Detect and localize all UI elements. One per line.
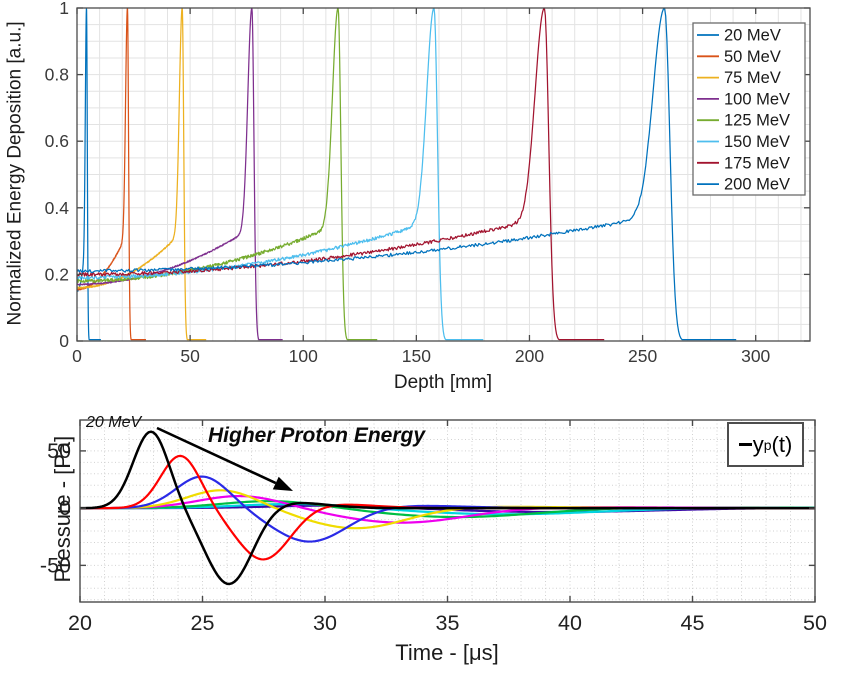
pressure-x-axis-label: Time - [μs] xyxy=(395,640,499,665)
series-line-100-mev xyxy=(77,8,283,341)
x-tick-label: 20 xyxy=(68,611,92,635)
legend-line-sample xyxy=(738,443,752,446)
bragg-y-axis-label: Normalized Energy Deposition [a.u.] xyxy=(4,21,26,326)
x-tick-label: 50 xyxy=(180,346,200,366)
y-tick-label: 0 xyxy=(59,331,69,351)
x-tick-label: 35 xyxy=(436,611,460,635)
annotation-arrow-shaft xyxy=(156,426,277,485)
y-tick-label: 0.4 xyxy=(45,198,70,218)
legend-label-suffix: (t) xyxy=(771,431,793,457)
x-tick-label: 150 xyxy=(402,346,431,366)
legend-entry-label: 100 MeV xyxy=(724,90,790,108)
bragg-x-axis-label: Depth [mm] xyxy=(393,372,493,393)
x-tick-label: 250 xyxy=(628,346,657,366)
x-tick-label: 0 xyxy=(72,346,82,366)
bragg-plot-canvas: 0 50 100 150 200 250 300 0 0.2 0.4 0.6 0.8 1 20 MeV 50… xyxy=(45,0,811,366)
y-tick-label: 0.6 xyxy=(45,131,69,151)
x-tick-label: 40 xyxy=(558,611,582,635)
y-tick-label: 1 xyxy=(59,0,69,18)
legend-entry-label: 20 MeV xyxy=(724,27,781,45)
bragg-curves-group xyxy=(77,8,737,341)
y-tick-label: 50 xyxy=(47,439,71,463)
annotation-higher-proton-energy: Higher Proton Energy xyxy=(208,424,426,447)
x-tick-label: 30 xyxy=(313,611,337,635)
pressure-line-20-mev xyxy=(80,430,815,586)
legend-entry-label: 200 MeV xyxy=(724,176,790,194)
pressure-curves-group xyxy=(80,430,815,586)
legend-entry-label: 75 MeV xyxy=(724,69,781,87)
series-line-175-mev xyxy=(77,8,605,341)
annotation-20mev-label: 20 MeV xyxy=(86,414,142,431)
legend-entry-label: 175 MeV xyxy=(724,154,790,172)
y-tick-label: 0.2 xyxy=(45,264,69,284)
annotation-arrow-head xyxy=(272,476,293,491)
pressure-plot-canvas: 20 25 30 35 40 45 50 -50 0 50 xyxy=(40,419,827,635)
y-tick-label: 0.8 xyxy=(45,65,69,85)
x-tick-label: 300 xyxy=(741,346,770,366)
pressure-y-axis-label: Pressure - [Pa] xyxy=(49,435,75,583)
series-line-150-mev xyxy=(77,8,484,341)
x-tick-label: 100 xyxy=(289,346,318,366)
y-tick-label: 0 xyxy=(59,496,71,520)
series-line-200-mev xyxy=(77,8,737,341)
x-tick-label: 25 xyxy=(191,611,215,635)
x-tick-label: 45 xyxy=(681,611,705,635)
x-tick-label: 50 xyxy=(803,611,827,635)
legend-entry-label: 125 MeV xyxy=(724,112,790,130)
series-line-75-mev xyxy=(77,8,207,341)
legend-label-sub: p xyxy=(763,436,772,453)
legend-label-main: y xyxy=(752,431,764,457)
series-line-125-mev xyxy=(77,8,378,341)
legend-entry-label: 150 MeV xyxy=(724,133,790,151)
x-tick-label: 200 xyxy=(515,346,544,366)
legend-entry-label: 50 MeV xyxy=(724,48,781,66)
y-tick-label: -50 xyxy=(40,553,71,577)
pressure-legend: y p (t) xyxy=(727,422,804,467)
legend-box xyxy=(692,22,806,196)
axes-box xyxy=(76,7,811,342)
